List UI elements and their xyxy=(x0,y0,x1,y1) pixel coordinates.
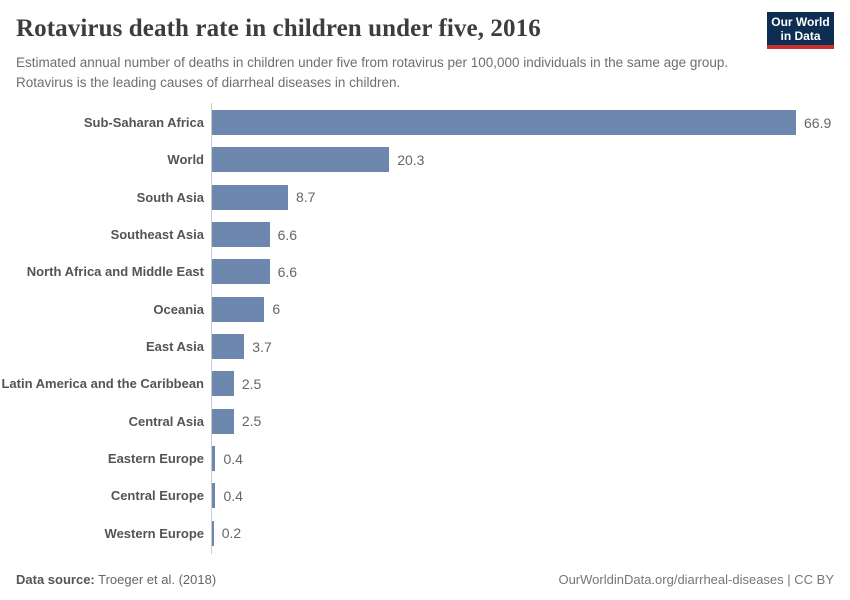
category-label: Oceania xyxy=(153,301,204,317)
category-label: East Asia xyxy=(145,339,204,355)
chart-subtitle: Estimated annual number of deaths in chi… xyxy=(16,55,729,91)
bar-row: Central Asia 2.5 xyxy=(16,403,834,440)
bar[interactable] xyxy=(212,334,245,360)
value-label: 0.4 xyxy=(223,487,243,504)
chart-footer: Data source: Troeger et al. (2018) OurWo… xyxy=(16,572,834,587)
category-label: South Asia xyxy=(136,189,204,205)
bar[interactable] xyxy=(212,371,234,397)
bar-row: World 20.3 xyxy=(16,141,834,178)
attribution-link[interactable]: OurWorldinData.org/diarrheal-diseases | … xyxy=(558,572,834,587)
data-source-value: Troeger et al. (2018) xyxy=(98,572,217,587)
bar-row: Western Europe 0.2 xyxy=(16,515,834,552)
bar-row: South Asia 8.7 xyxy=(16,179,834,216)
owid-logo-line2: in Data xyxy=(780,28,821,43)
bar[interactable] xyxy=(212,446,216,472)
bar[interactable] xyxy=(212,222,270,248)
category-label: Central Asia xyxy=(128,413,204,429)
category-label: Southeast Asia xyxy=(110,227,204,243)
bar-row: North Africa and Middle East 6.6 xyxy=(16,253,834,290)
category-label: Sub-Saharan Africa xyxy=(83,115,204,131)
bar-track: 6 xyxy=(212,296,834,322)
bar-chart: Sub-Saharan Africa 66.9 World 20.3 South Asi… xyxy=(1,103,834,554)
owid-logo[interactable]: Our World in Data xyxy=(767,12,834,49)
value-label: 8.7 xyxy=(295,189,316,206)
bar-rows: Sub-Saharan Africa 66.9 World 20.3 South Asi… xyxy=(1,104,834,552)
bar-track: 6.6 xyxy=(212,222,834,248)
category-label: World xyxy=(167,152,204,168)
bar-row: Latin America and the Caribbean 2.5 xyxy=(1,365,834,402)
bar-track: 2.5 xyxy=(212,371,834,397)
value-label: 20.3 xyxy=(397,151,425,168)
bar-track: 2.5 xyxy=(212,408,834,434)
chart-title: Rotavirus death rate in children under f… xyxy=(16,15,541,42)
bar-track: 8.7 xyxy=(212,184,834,210)
value-label: 6.6 xyxy=(277,226,298,243)
value-label: 2.5 xyxy=(241,375,262,392)
bar[interactable] xyxy=(212,147,390,173)
bar-row: Oceania 6 xyxy=(16,291,834,328)
bar[interactable] xyxy=(212,259,270,285)
category-label: Latin America and the Caribbean xyxy=(1,376,204,392)
bar-track: 6.6 xyxy=(212,259,834,285)
data-source-label: Data source: xyxy=(16,572,95,587)
bar-row: Southeast Asia 6.6 xyxy=(16,216,834,253)
bar[interactable] xyxy=(212,110,796,136)
bar-track: 0.2 xyxy=(212,520,834,546)
bar-row: Central Europe 0.4 xyxy=(16,477,834,514)
bar-track: 0.4 xyxy=(212,446,834,472)
bar-track: 0.4 xyxy=(212,483,834,509)
bar-row: Eastern Europe 0.4 xyxy=(16,440,834,477)
value-label: 3.7 xyxy=(252,338,272,355)
bar[interactable] xyxy=(212,296,265,322)
bar[interactable] xyxy=(212,483,216,509)
category-label: Eastern Europe xyxy=(107,451,204,467)
value-label: 0.4 xyxy=(223,450,243,467)
y-axis-line xyxy=(211,103,212,554)
value-label: 6.6 xyxy=(277,263,298,280)
value-label: 0.2 xyxy=(221,525,242,542)
bar[interactable] xyxy=(212,184,288,210)
category-label: Western Europe xyxy=(104,525,204,541)
value-label: 6 xyxy=(272,301,281,318)
category-label: Central Europe xyxy=(110,488,204,504)
value-label: 66.9 xyxy=(804,114,832,131)
bar-track: 20.3 xyxy=(212,147,834,173)
bar-row: East Asia 3.7 xyxy=(16,328,834,365)
bar[interactable] xyxy=(212,520,214,546)
bar[interactable] xyxy=(212,408,234,434)
category-label: North Africa and Middle East xyxy=(26,264,204,280)
data-source: Data source: Troeger et al. (2018) xyxy=(16,572,216,587)
chart-header: Rotavirus death rate in children under f… xyxy=(0,0,850,94)
bar-track: 3.7 xyxy=(212,334,834,360)
bar-track: 66.9 xyxy=(212,110,834,136)
bar-row: Sub-Saharan Africa 66.9 xyxy=(16,104,834,141)
owid-logo-line1: Our World xyxy=(771,14,830,29)
value-label: 2.5 xyxy=(241,413,262,430)
